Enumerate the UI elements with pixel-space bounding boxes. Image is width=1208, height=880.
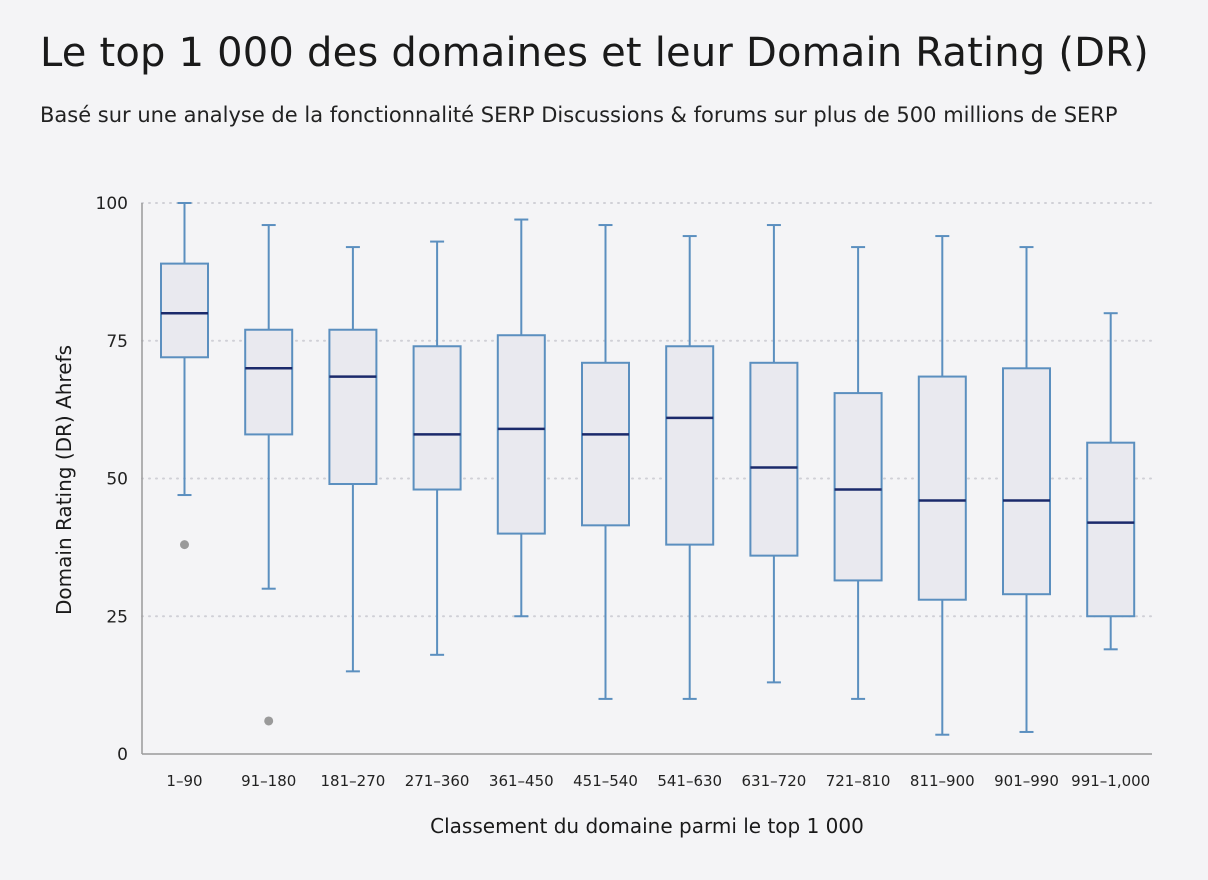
x-tick-label: 271–360 <box>405 772 470 790</box>
tick-labels: 0 25 50 75 100 1–90 91–180 181–270 271–360 361–45… <box>96 194 1151 790</box>
iqr-box <box>1002 367 1051 596</box>
y-tick-label: 0 <box>117 745 128 765</box>
iqr-box <box>496 334 546 535</box>
y-tick-label: 25 <box>106 607 128 627</box>
outlier-point <box>180 540 189 550</box>
iqr-box <box>665 345 715 546</box>
iqr-box <box>412 345 462 491</box>
box-group <box>1086 312 1136 651</box>
box-group <box>749 224 799 684</box>
x-tick-label: 901–990 <box>994 772 1059 790</box>
x-tick-label: 1–90 <box>166 772 202 790</box>
x-axis-title: Classement du domaine parmi le top 1 000 <box>430 814 864 838</box>
box-group <box>833 246 883 700</box>
x-tick-label: 181–270 <box>321 772 386 790</box>
box-group <box>496 218 546 618</box>
chart-subtitle: Basé sur une analyse de la fonctionnalit… <box>40 103 1118 127</box>
boxes <box>160 202 1136 736</box>
box-group <box>160 202 209 550</box>
x-tick-label: 811–900 <box>910 772 975 790</box>
y-tick-label: 50 <box>106 470 128 490</box>
x-tick-label: 91–180 <box>241 772 296 790</box>
iqr-box <box>917 375 967 601</box>
x-tick-label: 991–1,000 <box>1071 772 1150 790</box>
iqr-box <box>160 262 209 359</box>
x-tick-label: 721–810 <box>826 772 891 790</box>
y-axis-title: Domain Rating (DR) Ahrefs <box>52 345 76 615</box>
grid-lines <box>141 202 1153 618</box>
box-group <box>412 240 462 656</box>
x-tick-label: 451–540 <box>573 772 638 790</box>
outlier-point <box>264 716 274 726</box>
box-group <box>1002 246 1051 733</box>
iqr-box <box>581 361 630 527</box>
iqr-box <box>833 392 883 582</box>
iqr-box <box>328 328 378 486</box>
axes <box>141 203 1152 755</box>
iqr-box <box>1086 441 1136 618</box>
x-tick-label: 631–720 <box>742 772 807 790</box>
chart-title: Le top 1 000 des domaines et leur Domain… <box>40 30 1149 76</box>
iqr-box <box>749 361 799 557</box>
box-group <box>581 224 630 700</box>
box-group <box>244 224 294 726</box>
x-tick-label: 541–630 <box>657 772 722 790</box>
y-tick-label: 75 <box>106 332 128 352</box>
iqr-box <box>244 328 294 436</box>
x-tick-label: 361–450 <box>489 772 554 790</box>
box-group <box>665 235 715 700</box>
box-group <box>917 235 967 736</box>
y-tick-label: 100 <box>96 194 128 214</box>
box-group <box>328 246 378 673</box>
